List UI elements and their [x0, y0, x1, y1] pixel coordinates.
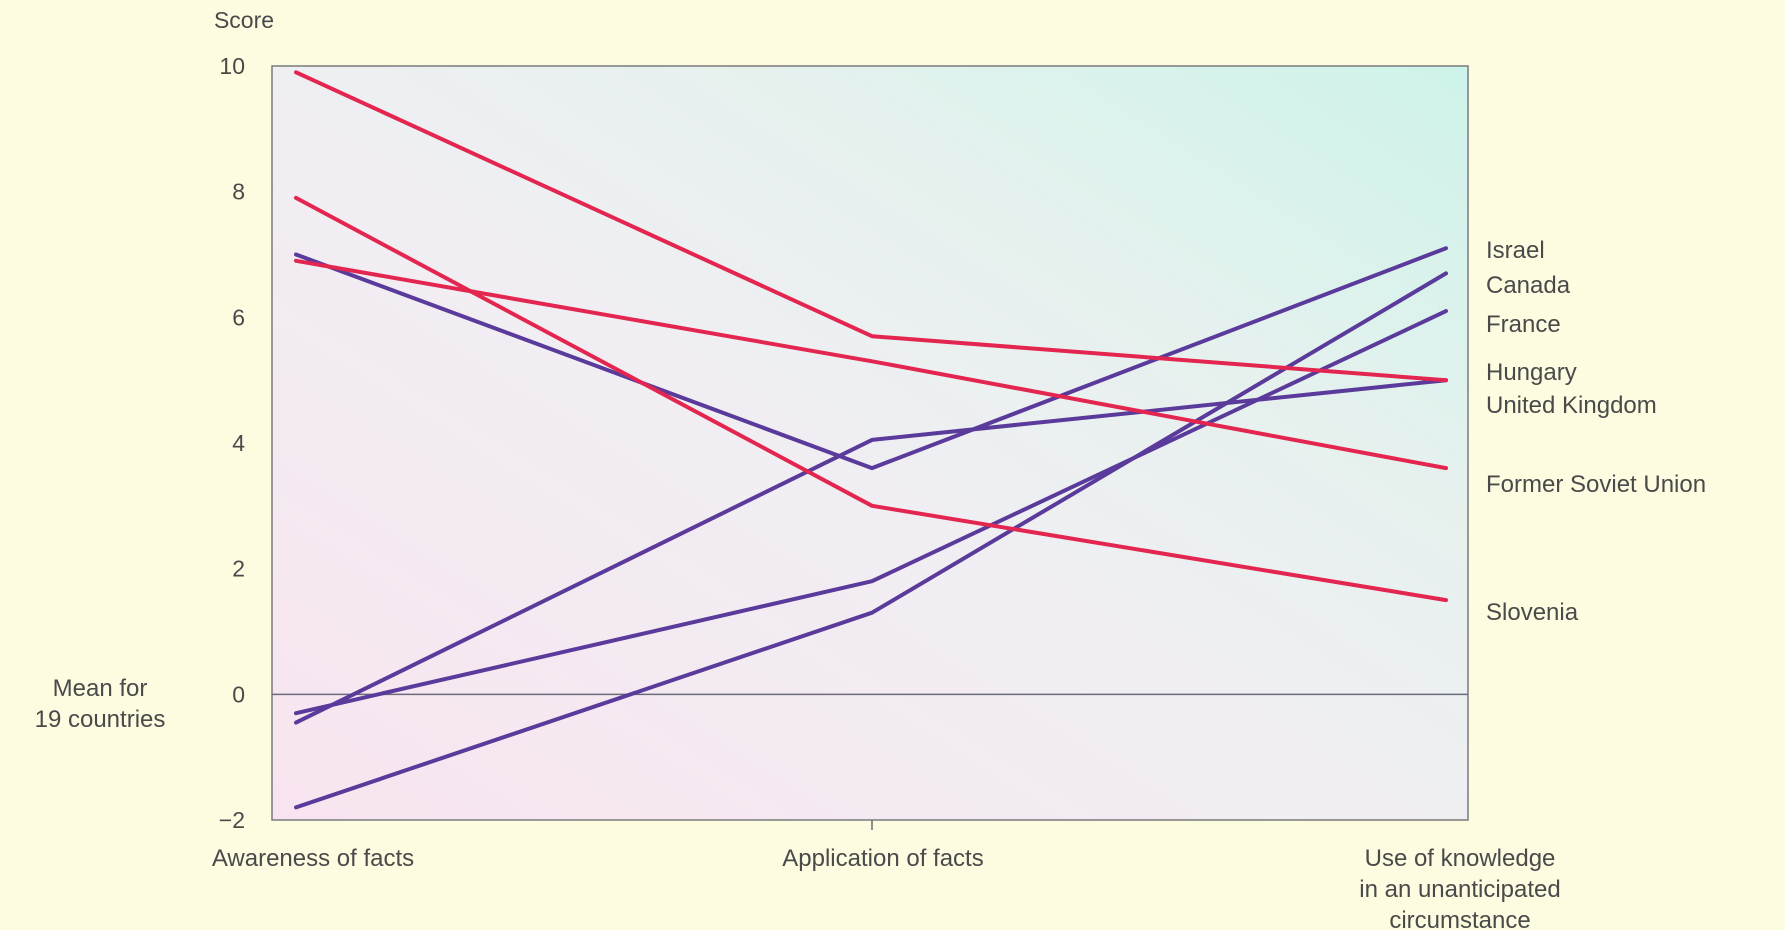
- series-labels: Israel Canada France Hungary United Kingdom F…: [1486, 237, 1706, 626]
- series-label: Israel: [1486, 237, 1545, 264]
- mean-label-line: 19 countries: [35, 706, 166, 733]
- series-line-purple: [294, 246, 1448, 471]
- series-label: Canada: [1486, 272, 1571, 299]
- series-label: France: [1486, 311, 1561, 338]
- series-label: Hungary: [1486, 359, 1577, 386]
- x-category-label: Use of knowledge: [1365, 845, 1556, 872]
- series-line-purple: [294, 378, 1448, 725]
- series-line-purple: [294, 271, 1448, 810]
- series-label: United Kingdom: [1486, 392, 1657, 419]
- x-category-label: in an unanticipated: [1359, 876, 1561, 903]
- y-tick-label: −2: [219, 807, 245, 833]
- series-label: Former Soviet Union: [1486, 471, 1706, 498]
- series-line-red: [294, 258, 1448, 471]
- x-category-label: Awareness of facts: [212, 845, 414, 872]
- y-tick-label: 8: [232, 179, 245, 205]
- y-tick-label: 6: [232, 304, 245, 330]
- reference-label: Mean for 19 countries: [35, 675, 166, 733]
- y-tick-label: 4: [232, 430, 245, 456]
- series-line-red: [294, 70, 1448, 383]
- series-label: Slovenia: [1486, 599, 1579, 626]
- y-tick-label: 10: [219, 53, 245, 79]
- series-lines: [294, 70, 1448, 810]
- y-axis-ticks: 10 8 6 4 2 0 −2: [219, 53, 245, 833]
- y-tick-label: 0: [232, 681, 245, 707]
- mean-label-line: Mean for: [53, 675, 148, 702]
- x-category-label: circumstance: [1389, 907, 1530, 930]
- x-axis-category-labels: Awareness of facts Application of facts Us…: [212, 845, 1561, 930]
- x-category-label: Application of facts: [782, 845, 983, 872]
- y-tick-label: 2: [232, 556, 245, 582]
- series-line-red: [294, 195, 1448, 603]
- y-axis-title: Score: [214, 7, 274, 33]
